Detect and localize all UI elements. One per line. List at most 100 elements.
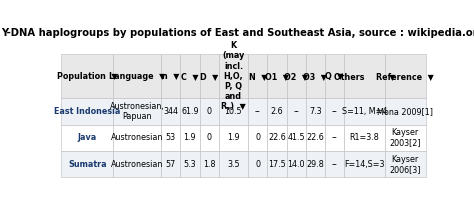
Text: East Indonesia: East Indonesia	[54, 107, 120, 116]
Text: 57: 57	[166, 160, 176, 169]
Text: 0: 0	[255, 133, 260, 142]
Text: 29.8: 29.8	[306, 160, 324, 169]
Text: 5.3: 5.3	[183, 160, 196, 169]
Text: 0: 0	[207, 133, 211, 142]
Text: --: --	[255, 107, 261, 116]
Bar	[267, 54, 286, 98]
Bar	[267, 125, 286, 151]
Bar	[325, 54, 344, 98]
Bar	[306, 151, 325, 177]
Text: Mona 2009[1]: Mona 2009[1]	[377, 107, 433, 116]
Bar	[200, 151, 219, 177]
Text: Austronesian,
Papuan: Austronesian, Papuan	[110, 102, 165, 121]
Bar	[200, 98, 219, 125]
Bar	[306, 98, 325, 125]
Bar	[181, 125, 200, 151]
Text: 0: 0	[207, 107, 211, 116]
Text: S=11, M=4: S=11, M=4	[342, 107, 387, 116]
Bar	[113, 98, 161, 125]
Bar	[161, 151, 181, 177]
Text: O2  ▼: O2 ▼	[284, 72, 308, 81]
Bar	[325, 151, 344, 177]
Bar	[219, 98, 248, 125]
Bar	[286, 98, 306, 125]
Text: R1=3.8: R1=3.8	[349, 133, 379, 142]
Bar	[248, 98, 267, 125]
Bar	[181, 98, 200, 125]
Text: Sumatra: Sumatra	[68, 160, 107, 169]
Bar	[200, 125, 219, 151]
Text: O1  ▼: O1 ▼	[265, 72, 289, 81]
Text: 1.9: 1.9	[183, 133, 196, 142]
Bar	[385, 125, 426, 151]
Bar	[344, 98, 385, 125]
Text: 7.3: 7.3	[309, 107, 321, 116]
Text: 41.5: 41.5	[287, 133, 305, 142]
Bar	[286, 54, 306, 98]
Bar	[113, 151, 161, 177]
Text: D  ▼: D ▼	[200, 72, 218, 81]
Bar	[161, 98, 181, 125]
Bar	[61, 54, 113, 98]
Bar	[306, 125, 325, 151]
Text: Population  ▼: Population ▼	[57, 72, 118, 81]
Bar	[248, 54, 267, 98]
Text: 1.8: 1.8	[203, 160, 215, 169]
Bar	[325, 98, 344, 125]
Text: --: --	[331, 160, 337, 169]
Bar	[267, 151, 286, 177]
Text: Austronesian: Austronesian	[111, 160, 164, 169]
Bar	[385, 98, 426, 125]
Text: Others         ▼: Others ▼	[334, 72, 395, 81]
Text: Q  ▼: Q ▼	[325, 72, 344, 81]
Text: 17.5: 17.5	[268, 160, 286, 169]
Bar	[267, 98, 286, 125]
Bar	[219, 125, 248, 151]
Bar	[181, 54, 200, 98]
Text: 61.9: 61.9	[181, 107, 199, 116]
Bar	[248, 151, 267, 177]
Text: N  ▼: N ▼	[249, 72, 267, 81]
Bar	[61, 98, 113, 125]
Bar	[344, 151, 385, 177]
Bar	[61, 151, 113, 177]
Text: C  ▼: C ▼	[181, 72, 199, 81]
Bar	[113, 54, 161, 98]
Text: 22.6: 22.6	[306, 133, 324, 142]
Text: 22.6: 22.6	[268, 133, 286, 142]
Bar	[161, 125, 181, 151]
Text: 344: 344	[164, 107, 178, 116]
Bar	[113, 125, 161, 151]
Text: Austronesian: Austronesian	[111, 133, 164, 142]
Text: 14.0: 14.0	[287, 160, 305, 169]
Bar	[248, 125, 267, 151]
Bar	[219, 151, 248, 177]
Bar	[181, 151, 200, 177]
Bar	[200, 54, 219, 98]
Text: Java: Java	[78, 133, 97, 142]
Bar	[344, 54, 385, 98]
Bar	[325, 125, 344, 151]
Text: --: --	[331, 133, 337, 142]
Bar	[385, 151, 426, 177]
Bar	[385, 54, 426, 98]
Text: 53: 53	[166, 133, 176, 142]
Bar	[286, 125, 306, 151]
Text: 10.5: 10.5	[225, 107, 242, 116]
Text: Y-DNA haplogroups by populations of East and Southeast Asia, source : wikipedia.: Y-DNA haplogroups by populations of East…	[1, 28, 474, 38]
Bar	[219, 54, 248, 98]
Text: K
(may
incl.
H,O,
P, Q
and
R,)  ▼: K (may incl. H,O, P, Q and R,) ▼	[221, 41, 246, 111]
Text: O3  ▼: O3 ▼	[303, 72, 327, 81]
Text: --: --	[293, 107, 299, 116]
Bar	[306, 54, 325, 98]
Text: Language  ▼: Language ▼	[109, 72, 165, 81]
Text: 1.9: 1.9	[227, 133, 240, 142]
Text: Reference  ▼: Reference ▼	[376, 72, 434, 81]
Text: 3.5: 3.5	[227, 160, 240, 169]
Text: 2.6: 2.6	[271, 107, 283, 116]
Text: 0: 0	[255, 160, 260, 169]
Text: Kayser
2003[2]: Kayser 2003[2]	[390, 128, 421, 147]
Bar	[344, 125, 385, 151]
Text: F=14,S=3: F=14,S=3	[344, 160, 384, 169]
Text: Kayser
2006[3]: Kayser 2006[3]	[390, 155, 421, 174]
